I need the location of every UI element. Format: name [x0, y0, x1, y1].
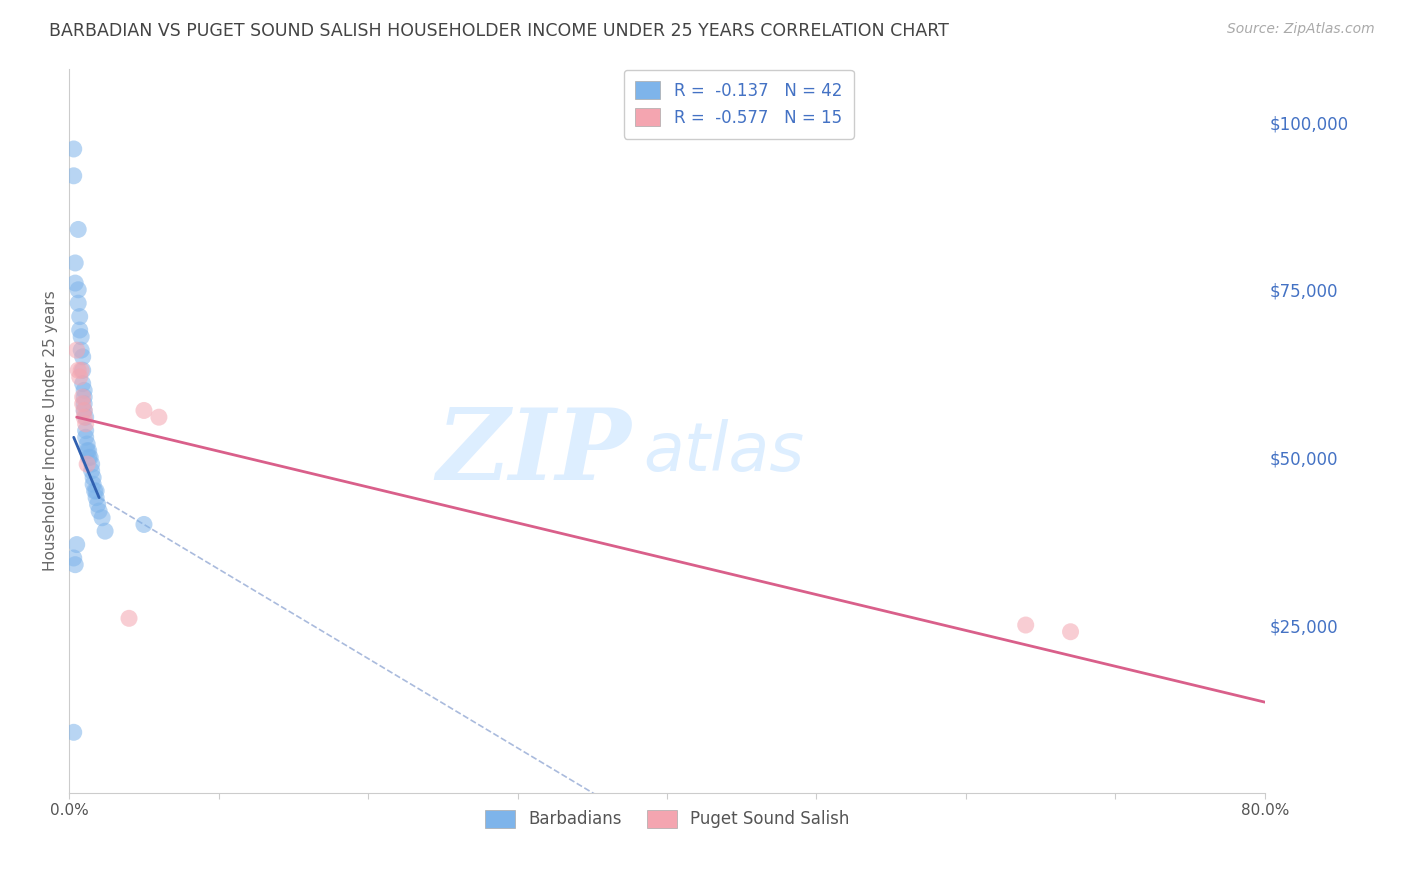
- Point: [73, 403, 96, 417]
- Point: [76, 437, 98, 451]
- Point: [62, 725, 84, 739]
- Point: [1015, 618, 1038, 632]
- Point: [72, 390, 94, 404]
- Point: [82, 477, 104, 491]
- Point: [75, 424, 97, 438]
- Point: [67, 222, 90, 236]
- Point: [73, 397, 96, 411]
- Text: ZIP: ZIP: [436, 404, 631, 500]
- Point: [72, 350, 94, 364]
- Point: [70, 343, 93, 358]
- Y-axis label: Householder Income Under 25 years: Householder Income Under 25 years: [44, 290, 58, 571]
- Point: [73, 384, 96, 398]
- Point: [94, 524, 117, 538]
- Legend: Barbadians, Puget Sound Salish: Barbadians, Puget Sound Salish: [478, 803, 856, 835]
- Point: [77, 450, 100, 465]
- Point: [73, 410, 96, 425]
- Point: [69, 370, 91, 384]
- Point: [80, 457, 103, 471]
- Point: [67, 296, 90, 310]
- Point: [62, 169, 84, 183]
- Point: [79, 450, 101, 465]
- Point: [84, 483, 107, 498]
- Point: [148, 410, 170, 425]
- Point: [1059, 624, 1081, 639]
- Text: atlas: atlas: [643, 419, 804, 485]
- Point: [132, 517, 155, 532]
- Point: [84, 491, 107, 505]
- Point: [118, 611, 141, 625]
- Point: [72, 397, 94, 411]
- Point: [72, 376, 94, 391]
- Point: [66, 343, 89, 358]
- Point: [83, 483, 105, 498]
- Point: [70, 329, 93, 343]
- Point: [69, 310, 91, 324]
- Point: [87, 504, 110, 518]
- Point: [77, 443, 100, 458]
- Point: [80, 464, 103, 478]
- Point: [72, 363, 94, 377]
- Point: [66, 538, 89, 552]
- Point: [67, 283, 90, 297]
- Text: Source: ZipAtlas.com: Source: ZipAtlas.com: [1227, 22, 1375, 37]
- Point: [75, 410, 97, 425]
- Point: [73, 390, 96, 404]
- Point: [63, 256, 86, 270]
- Point: [86, 497, 108, 511]
- Point: [62, 142, 84, 156]
- Point: [62, 551, 84, 566]
- Point: [132, 403, 155, 417]
- Point: [82, 470, 104, 484]
- Point: [63, 276, 86, 290]
- Point: [67, 363, 90, 377]
- Point: [75, 417, 97, 431]
- Point: [75, 430, 97, 444]
- Point: [69, 323, 91, 337]
- Point: [76, 457, 98, 471]
- Point: [91, 510, 114, 524]
- Point: [76, 443, 98, 458]
- Point: [63, 558, 86, 572]
- Point: [73, 403, 96, 417]
- Point: [70, 363, 93, 377]
- Text: BARBADIAN VS PUGET SOUND SALISH HOUSEHOLDER INCOME UNDER 25 YEARS CORRELATION CH: BARBADIAN VS PUGET SOUND SALISH HOUSEHOL…: [49, 22, 949, 40]
